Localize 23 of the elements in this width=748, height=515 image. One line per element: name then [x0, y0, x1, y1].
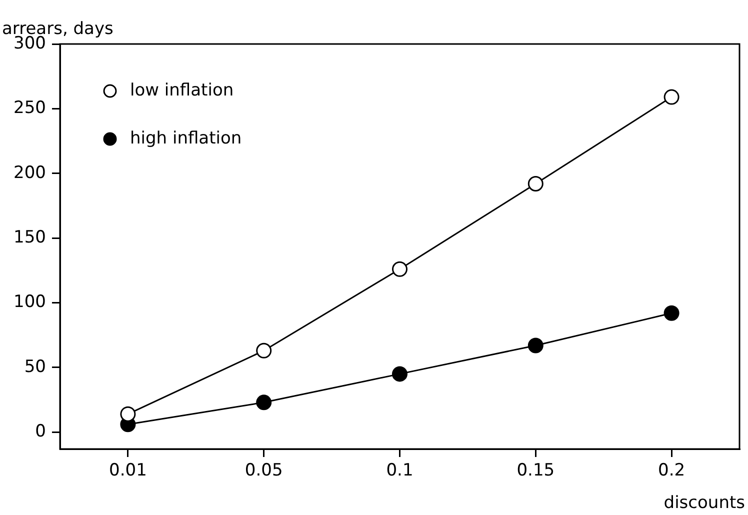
- x-tick-label: 0.2: [658, 460, 686, 481]
- x-tick-label: 0.1: [386, 460, 414, 481]
- x-tick-label: 0.15: [516, 460, 555, 481]
- point: [256, 394, 272, 410]
- y-tick-label: 100: [14, 292, 46, 312]
- y-tick-label: 50: [24, 356, 46, 377]
- point: [528, 338, 544, 354]
- point: [664, 305, 680, 321]
- x-tick-label: 0.05: [244, 460, 283, 481]
- point: [256, 342, 272, 358]
- point: [664, 89, 680, 105]
- legend-label: high inflation: [130, 128, 242, 148]
- x-tick-label: 0.01: [109, 460, 147, 481]
- point: [392, 366, 408, 382]
- y-tick-label: 250: [14, 98, 46, 118]
- point: [528, 176, 544, 192]
- y-tick-label: 150: [14, 228, 46, 248]
- x-axis-title: discounts: [664, 492, 746, 513]
- point: [392, 261, 408, 277]
- legend-label: low inflation: [130, 80, 234, 100]
- point: [120, 406, 136, 422]
- y-tick-label: 0: [35, 422, 46, 442]
- y-tick-label: 200: [14, 162, 46, 183]
